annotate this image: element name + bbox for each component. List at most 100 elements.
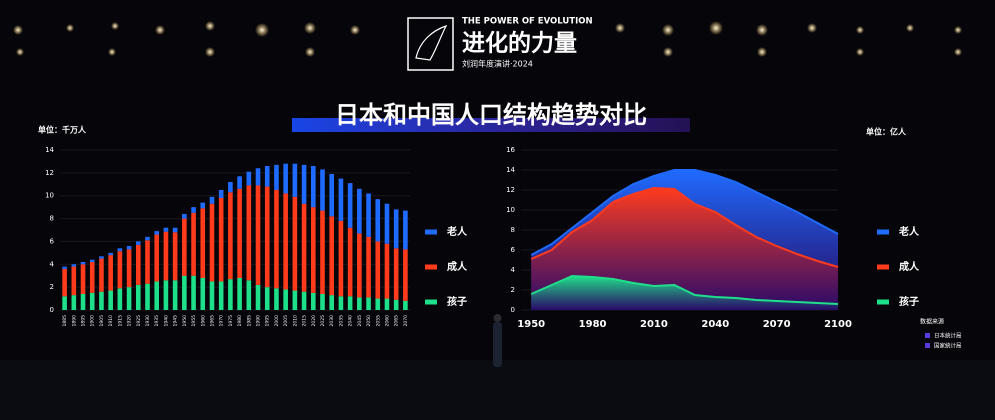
bar-segment	[255, 284, 261, 310]
x-tick-label: 2015	[302, 315, 308, 327]
stage-lights	[13, 21, 962, 57]
x-tick-label: 1925	[136, 315, 142, 327]
bar-segment	[191, 207, 196, 213]
bar-segment	[366, 297, 371, 310]
bar-segment	[99, 291, 104, 310]
bar-segment	[246, 185, 252, 281]
x-tick-label: 1980	[579, 319, 607, 330]
x-tick-label: 1895	[81, 315, 87, 327]
bar-segment	[320, 294, 325, 310]
x-tick-label: 1920	[127, 315, 133, 327]
bar-segment	[310, 292, 316, 310]
x-tick-label: 2045	[357, 315, 363, 327]
bar-segment	[384, 203, 390, 244]
bar-segment	[209, 203, 215, 282]
x-tick-label: 1990	[256, 315, 262, 327]
bar-segment	[126, 249, 132, 288]
x-tick-label: 2010	[640, 319, 668, 330]
bar-segment	[237, 176, 242, 189]
x-tick-label: 2050	[366, 315, 372, 327]
bar-segment	[310, 207, 316, 293]
bar-segment	[154, 281, 160, 310]
bar-segment	[89, 292, 95, 310]
bar-segment	[274, 164, 279, 190]
x-tick-label: 1975	[228, 315, 234, 327]
bar-segment	[172, 280, 178, 310]
bar-segment	[145, 236, 150, 241]
x-tick-label: 2060	[384, 315, 390, 327]
bar-segment	[163, 231, 169, 281]
kicker: THE POWER OF EVOLUTION	[462, 17, 593, 27]
legend-label: 成人	[899, 260, 920, 273]
bar-segment	[292, 196, 298, 291]
x-tick-label: 1970	[219, 315, 225, 327]
bar-segment	[338, 296, 344, 310]
bar-segment	[200, 208, 206, 278]
x-tick-label: 1930	[145, 315, 151, 327]
x-tick-label: 2010	[292, 315, 298, 327]
bar-segment	[135, 244, 141, 285]
legend-label: 老人	[898, 225, 920, 238]
legend-swatch	[877, 299, 889, 305]
bar-segment	[209, 196, 215, 204]
bar-segment	[154, 234, 160, 282]
bar-segment	[237, 278, 242, 310]
bar-segment	[301, 164, 307, 204]
x-tick-label: 1960	[200, 315, 206, 327]
bar-segment	[228, 192, 233, 280]
source-item: 国家统计局	[934, 342, 962, 350]
bar-segment	[264, 186, 270, 288]
bar-segment	[182, 214, 187, 219]
bar-segment	[384, 243, 390, 299]
y-tick-label: 8	[511, 226, 515, 234]
y-tick-label: 6	[50, 237, 55, 245]
source-label: 数据来源	[920, 318, 944, 326]
x-tick-label: 2070	[403, 315, 409, 327]
bar-segment	[218, 190, 224, 198]
y-tick-label: 0	[511, 306, 515, 314]
bar-segment	[135, 241, 141, 245]
bar-segment	[366, 193, 371, 237]
bar-segment	[228, 182, 233, 193]
legend-swatch	[425, 299, 437, 305]
y-tick-label: 6	[511, 246, 516, 254]
x-tick-label: 2055	[375, 315, 381, 327]
bar-segment	[274, 190, 279, 289]
area-line	[530, 169, 839, 256]
legend-label: 成人	[447, 260, 468, 273]
x-tick-label: 1985	[246, 315, 252, 327]
presenter-head	[493, 314, 502, 322]
bar-segment	[126, 287, 132, 310]
bar-segment	[320, 169, 325, 211]
bar-segment	[191, 275, 196, 310]
bar-segment	[283, 289, 288, 310]
y-tick-label: 12	[45, 169, 54, 177]
x-tick-label: 2030	[329, 315, 335, 327]
presenter	[493, 322, 502, 367]
bar-segment	[191, 212, 196, 276]
legend-label: 孩子	[899, 295, 919, 308]
bar-segment	[375, 241, 381, 299]
bar-segment	[357, 233, 362, 298]
bar-segment	[108, 255, 113, 291]
bar-segment	[117, 288, 123, 310]
bar-segment	[108, 290, 113, 310]
bar-segment	[80, 264, 86, 294]
brand: 进化的力量	[462, 30, 577, 57]
bar-segment	[145, 283, 150, 310]
bar-segment	[283, 193, 288, 290]
bar-segment	[301, 203, 307, 292]
bar-segment	[283, 163, 288, 194]
bar-segment	[135, 284, 141, 310]
bar-segment	[89, 262, 95, 293]
x-tick-label: 1995	[265, 315, 271, 327]
legend-swatch	[877, 229, 889, 235]
y-tick-label: 2	[511, 286, 515, 294]
legend-label: 老人	[446, 225, 468, 238]
bar-segment	[108, 252, 113, 256]
x-tick-label: 1950	[517, 319, 545, 330]
x-tick-label: 1905	[99, 315, 105, 327]
bar-segment	[347, 227, 353, 297]
bar-segment	[80, 294, 86, 310]
title-highlight	[292, 118, 690, 132]
